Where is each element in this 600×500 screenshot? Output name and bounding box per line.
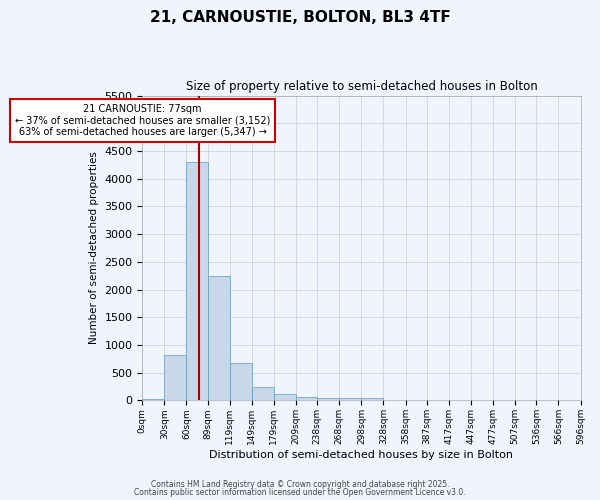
Bar	[230, 364, 252, 401]
Bar	[317, 398, 340, 400]
Text: Contains HM Land Registry data © Crown copyright and database right 2025.: Contains HM Land Registry data © Crown c…	[151, 480, 449, 489]
Bar	[142, 399, 164, 400]
Bar	[208, 276, 230, 400]
Text: 21, CARNOUSTIE, BOLTON, BL3 4TF: 21, CARNOUSTIE, BOLTON, BL3 4TF	[149, 10, 451, 25]
Text: 21 CARNOUSTIE: 77sqm
← 37% of semi-detached houses are smaller (3,152)
63% of se: 21 CARNOUSTIE: 77sqm ← 37% of semi-detac…	[15, 104, 271, 137]
Title: Size of property relative to semi-detached houses in Bolton: Size of property relative to semi-detach…	[185, 80, 537, 93]
Bar	[361, 398, 383, 400]
Bar	[187, 162, 208, 400]
Bar	[274, 394, 296, 400]
Text: Contains public sector information licensed under the Open Government Licence v3: Contains public sector information licen…	[134, 488, 466, 497]
X-axis label: Distribution of semi-detached houses by size in Bolton: Distribution of semi-detached houses by …	[209, 450, 514, 460]
Bar	[164, 355, 187, 401]
Bar	[296, 397, 317, 400]
Bar	[340, 398, 361, 400]
Y-axis label: Number of semi-detached properties: Number of semi-detached properties	[89, 152, 99, 344]
Bar	[252, 387, 274, 400]
